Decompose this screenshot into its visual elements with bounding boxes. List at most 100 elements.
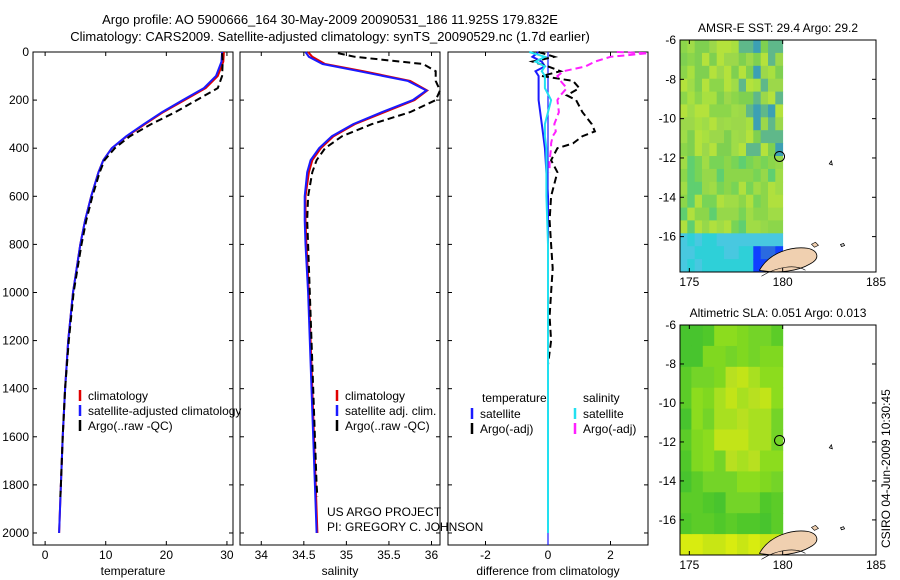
- heatmap-cell: [702, 181, 710, 196]
- heatmap-cell: [768, 40, 776, 54]
- legend-label: Argo(..raw -QC): [345, 419, 430, 433]
- heatmap-cell: [731, 91, 740, 105]
- heatmap-cell: [724, 65, 732, 80]
- heatmap-cell: [702, 534, 715, 556]
- heatmap-cell: [694, 65, 703, 80]
- heatmap-cell: [759, 471, 772, 493]
- y-tick-label: 1000: [2, 285, 29, 299]
- heatmap-cell: [680, 513, 692, 535]
- float-position-marker: [774, 150, 786, 162]
- x-tick-label: 175: [679, 558, 699, 572]
- heatmap-cell: [759, 492, 772, 514]
- legend-header: salinity: [583, 391, 620, 405]
- heatmap-cell: [714, 513, 727, 535]
- heatmap-cell: [716, 246, 725, 260]
- heatmap-cell: [702, 40, 710, 54]
- heatmap-cell: [738, 78, 747, 93]
- heatmap-cell: [753, 104, 762, 118]
- heatmap-cell: [775, 194, 784, 209]
- heatmap-cell: [694, 52, 703, 67]
- heatmap-cell: [702, 220, 710, 234]
- heatmap-cell: [746, 52, 754, 67]
- legend-label: Argo(-adj): [583, 422, 636, 436]
- heatmap-cell: [709, 181, 718, 196]
- heatmap-cell: [737, 492, 749, 514]
- island-coastline: [839, 526, 846, 531]
- heatmap-cell: [753, 181, 762, 196]
- heatmap-cell: [694, 233, 703, 247]
- map-title: Altimetric SLA: 0.051 Argo: 0.013: [690, 306, 867, 320]
- heatmap-cell: [687, 156, 696, 170]
- heatmap-cell: [760, 233, 769, 247]
- difference-profile: -2 0 2 difference from climatology temperatu…: [447, 51, 649, 578]
- x-tick-label: 35: [340, 548, 354, 562]
- heatmap-cell: [680, 220, 688, 234]
- series-line-salinity-argo-adj-: [548, 51, 649, 173]
- heatmap-cell: [753, 194, 762, 209]
- heatmap-cell: [753, 143, 762, 157]
- y-tick-label: 1600: [2, 430, 29, 444]
- heatmap-cell: [702, 246, 710, 260]
- y-tick-label: 1800: [2, 478, 29, 492]
- heatmap-cell: [768, 104, 776, 118]
- heatmap-cell: [768, 220, 776, 234]
- heatmap-cell: [714, 492, 727, 514]
- heatmap-cell: [775, 104, 784, 118]
- float-position-marker: [774, 434, 786, 446]
- heatmap-cell: [724, 143, 732, 157]
- heatmap-cell: [702, 450, 715, 472]
- heatmap-cell: [691, 429, 704, 451]
- heatmap-cell: [687, 233, 696, 247]
- island-coastline: [761, 266, 806, 277]
- heatmap-cell: [737, 471, 749, 493]
- heatmap-cell: [725, 366, 738, 389]
- legend-label: satellite adj. clim.: [345, 404, 436, 418]
- heatmap-cell: [680, 207, 688, 221]
- heatmap-cell: [771, 450, 784, 472]
- heatmap-cell: [702, 471, 715, 493]
- heatmap-cell: [680, 259, 688, 273]
- heatmap-cell: [737, 513, 749, 535]
- heatmap-cell: [691, 387, 704, 410]
- heatmap-cell: [759, 345, 772, 368]
- heatmap-cell: [771, 429, 784, 451]
- heatmap-cell: [748, 513, 761, 535]
- x-axis-label: salinity: [322, 564, 359, 578]
- heatmap-cell: [691, 471, 704, 493]
- legend-label: Argo(..raw -QC): [88, 419, 173, 433]
- heatmap-cell: [748, 325, 761, 347]
- heatmap-cell: [746, 130, 754, 144]
- heatmap-cell: [724, 156, 732, 170]
- heatmap-cell: [731, 78, 740, 93]
- heatmap-cell: [759, 387, 772, 410]
- temperature-profile: 0 10 20 30 0 200 400 600 800 1000 1200 1400 1600 1800…: [2, 45, 241, 578]
- series-line-satellite-adjusted-climatology: [58, 51, 224, 534]
- heatmap-cell: [716, 130, 725, 144]
- heatmap-cell: [753, 40, 762, 54]
- heatmap-cell: [691, 450, 704, 472]
- heatmap-cell: [753, 207, 762, 221]
- heatmap-cell: [702, 408, 715, 430]
- heatmap-cell: [775, 168, 784, 183]
- island-coastline: [761, 549, 806, 560]
- heatmap-cell: [759, 513, 772, 535]
- heatmap-cell: [694, 91, 703, 105]
- heatmap-cell: [687, 181, 696, 196]
- heatmap-cell: [746, 40, 754, 54]
- heatmap-cell: [709, 40, 718, 54]
- heatmap-cell: [680, 325, 692, 347]
- heatmap-cell: [738, 52, 747, 67]
- heatmap-cell: [775, 156, 784, 170]
- heatmap-cell: [680, 52, 688, 67]
- heatmap-cell: [702, 259, 710, 273]
- heatmap-cell: [738, 40, 747, 54]
- heatmap-cell: [775, 52, 784, 67]
- heatmap-cell: [746, 246, 754, 260]
- heatmap-cell: [687, 220, 696, 234]
- y-tick-label: -8: [665, 357, 676, 371]
- island-coastline: [810, 524, 819, 531]
- heatmap-cell: [694, 220, 703, 234]
- heatmap-cell: [694, 207, 703, 221]
- heatmap-cell: [680, 246, 688, 260]
